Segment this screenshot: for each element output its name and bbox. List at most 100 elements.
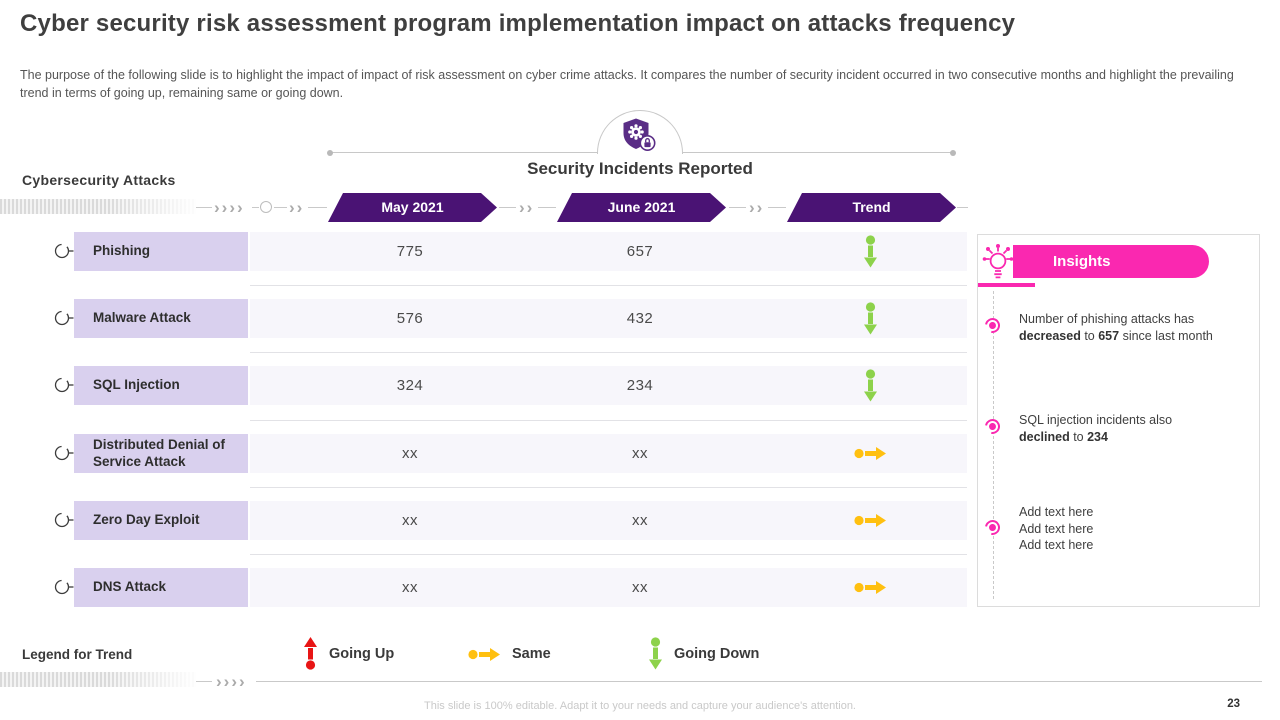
column-header-label: Trend [852, 199, 891, 215]
divider-line [256, 681, 1262, 682]
legend-label: Same [512, 646, 551, 662]
hatch-bar [0, 199, 196, 214]
attack-label-text: Malware Attack [93, 310, 191, 326]
trend-cell [840, 568, 900, 607]
trend-cell [840, 232, 900, 271]
may-value: 775 [396, 243, 424, 260]
footer-note: This slide is 100% editable. Adapt it to… [424, 700, 856, 712]
up-arrow-icon [304, 637, 317, 670]
divider-line [252, 207, 259, 208]
table-row: Phishing 775 657 [0, 232, 1280, 271]
june-value: 432 [626, 310, 654, 327]
divider-line [538, 207, 556, 208]
divider-line [768, 207, 786, 208]
page-title: Cyber security risk assessment program i… [20, 10, 1016, 37]
may-value: 324 [396, 377, 424, 394]
row-separator [250, 352, 967, 353]
divider-line [957, 207, 968, 208]
divider-line [308, 207, 327, 208]
chevrons-icon: ›››› [216, 672, 247, 691]
june-value: 657 [626, 243, 654, 260]
attack-label: SQL Injection [74, 366, 248, 405]
trend-cell [840, 434, 900, 473]
attack-label: DNS Attack [74, 568, 248, 607]
may-value: xx [402, 512, 418, 529]
table-caption: Cybersecurity Attacks [22, 172, 176, 188]
line-end-dot [327, 150, 333, 156]
divider-line [729, 207, 746, 208]
divider-line [499, 207, 516, 208]
row-strip [250, 366, 967, 405]
table-row: SQL Injection 324 234 [0, 352, 1280, 405]
trend-down-icon [863, 302, 877, 335]
insight-text: Add text here Add text here Add text here [1019, 505, 1094, 552]
trend-down-icon [863, 235, 877, 268]
attack-label-text: SQL Injection [93, 377, 180, 393]
column-header-may: May 2021 [328, 193, 497, 222]
insight-text: SQL injection incidents also declined to … [1019, 413, 1173, 444]
trend-same-icon [853, 514, 886, 527]
attack-label: Zero Day Exploit [74, 501, 248, 540]
description: The purpose of the following slide is to… [20, 68, 1234, 101]
divider-line [196, 681, 212, 682]
june-value: 234 [626, 377, 654, 394]
attack-label: Phishing [74, 232, 248, 271]
table-row: DNS Attack xx xx [0, 554, 1280, 607]
insights-title: Insights [1013, 245, 1209, 278]
chevrons-icon: ›››› [214, 198, 245, 217]
row-strip [250, 568, 967, 607]
insights-dashed-line [993, 291, 994, 599]
trend-same-icon [853, 581, 886, 594]
legend-label: Going Down [674, 645, 760, 662]
table-row: Zero Day Exploit xx xx [0, 487, 1280, 540]
column-header-trend: Trend [787, 193, 956, 222]
section-title: Security Incidents Reported [527, 159, 753, 178]
header-badge [597, 110, 683, 154]
chevrons-icon: ›› [519, 198, 535, 217]
ring-icon [260, 201, 272, 213]
page-number: 23 [1227, 698, 1240, 710]
attack-label-text: Zero Day Exploit [93, 512, 200, 528]
legend-item-same: Same [468, 646, 551, 662]
insight-text: Number of phishing attacks has decreased … [1019, 312, 1213, 343]
legend-item-going-up: Going Up [303, 637, 394, 670]
column-header-june: June 2021 [557, 193, 726, 222]
down-arrow-icon [649, 637, 662, 670]
june-value: xx [632, 512, 648, 529]
legend-label: Going Up [329, 645, 395, 662]
row-separator [250, 554, 967, 555]
divider-line [274, 207, 287, 208]
may-value: 576 [396, 310, 424, 327]
attack-label: Malware Attack [74, 299, 248, 338]
may-value: xx [402, 445, 418, 462]
row-separator [250, 285, 967, 286]
divider-line [196, 207, 212, 208]
hatch-bar [0, 672, 196, 687]
attack-label-text: DNS Attack [93, 579, 167, 595]
insights-panel [977, 234, 1260, 607]
june-value: xx [632, 445, 648, 462]
column-header-label: May 2021 [381, 199, 444, 215]
table-row: Distributed Denial of Service Attack xx … [0, 420, 1280, 473]
trend-same-icon [853, 447, 886, 460]
row-separator [250, 487, 967, 488]
same-arrow-icon [468, 647, 500, 661]
trend-cell [840, 501, 900, 540]
attack-label-text: Phishing [93, 243, 150, 259]
trend-cell [840, 366, 900, 405]
row-strip [250, 232, 967, 271]
row-strip [250, 299, 967, 338]
insights-underline [978, 283, 1035, 287]
trend-cell [840, 299, 900, 338]
chevrons-icon: ›› [289, 198, 305, 217]
shield-gear-lock-icon [623, 118, 656, 151]
trend-down-icon [863, 369, 877, 402]
chevrons-icon: ›› [749, 198, 765, 217]
column-header-label: June 2021 [607, 199, 676, 215]
row-strip [250, 434, 967, 473]
row-separator [250, 420, 967, 421]
row-strip [250, 501, 967, 540]
idea-bulb-icon [982, 244, 1014, 279]
june-value: xx [632, 579, 648, 596]
